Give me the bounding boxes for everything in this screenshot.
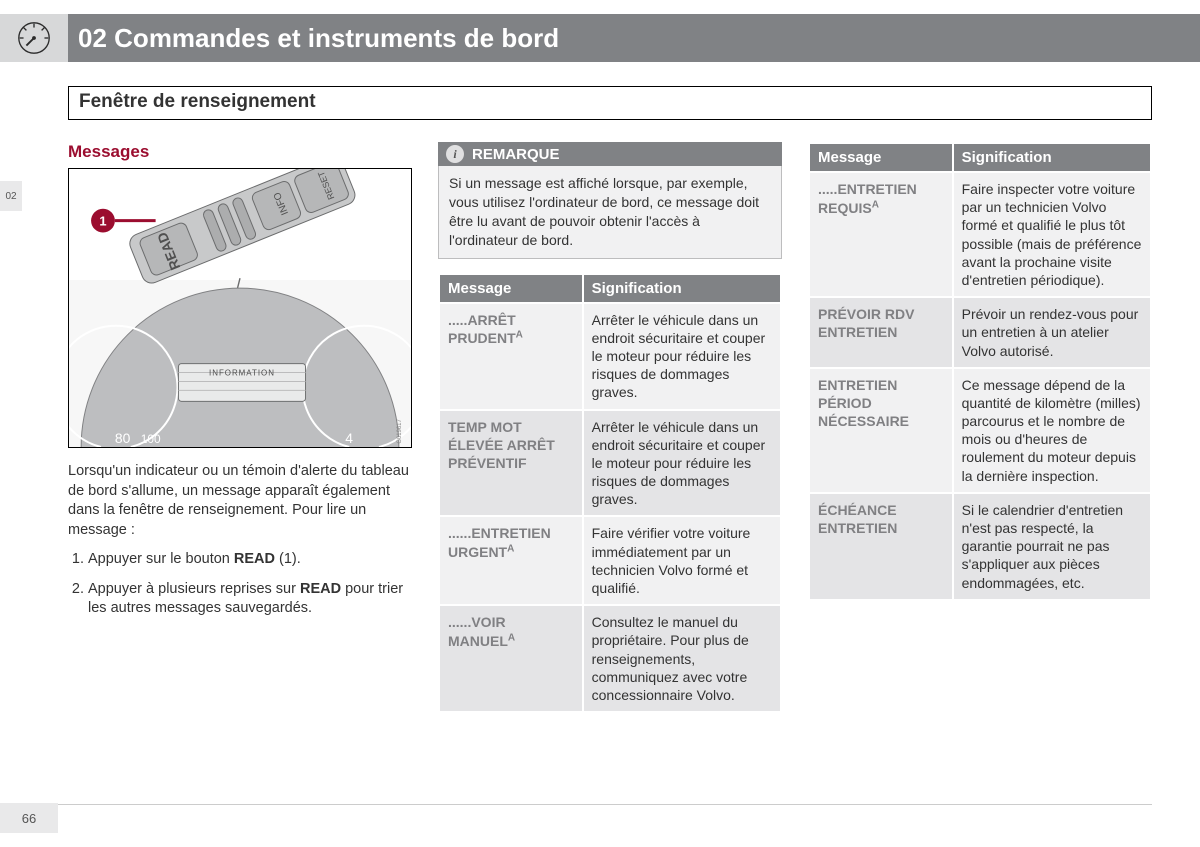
step-2: Appuyer à plusieurs reprises sur READ po… [88, 580, 412, 619]
svg-text:G019617: G019617 [397, 419, 403, 443]
content-grid: Messages READ INFO RESET 1 [68, 142, 1152, 777]
chapter-number: 02 [78, 23, 107, 53]
chapter-title-text: Commandes et instruments de bord [114, 23, 559, 53]
th-meaning: Signification [583, 274, 781, 303]
footer-rule [58, 804, 1152, 805]
msg-cell-label: PRÉVOIR RDV ENTRETIEN [809, 297, 953, 368]
column-3: Message Signification .....ENTRETIEN REQ… [808, 142, 1152, 777]
column-2: i REMARQUE Si un message est affiché lor… [438, 142, 782, 777]
step-1: Appuyer sur le bouton READ (1). [88, 550, 412, 570]
msg-cell-label: TEMP MOT ÉLEVÉE ARRÊT PRÉVENTIF [439, 410, 583, 517]
svg-text:INFORMATION: INFORMATION [209, 369, 275, 378]
messages-table-a: Message Signification .....ARRÊT PRUDENT… [438, 273, 782, 714]
msg-cell-meaning: Faire vérifier votre voiture immédiateme… [583, 516, 781, 605]
note-title: REMARQUE [472, 146, 560, 163]
messages-heading: Messages [68, 142, 412, 162]
th-message: Message [809, 143, 953, 172]
msg-cell-label: ÉCHÉANCE ENTRETIEN [809, 493, 953, 600]
page-number: 66 [0, 803, 58, 833]
msg-cell-meaning: Arrêter le véhicule dans un endroit sécu… [583, 410, 781, 517]
stalk-diagram: READ INFO RESET 1 8 [68, 168, 412, 448]
svg-text:80: 80 [115, 430, 131, 446]
msg-cell-meaning: Prévoir un rendez-vous pour un entretien… [953, 297, 1151, 368]
note-body: Si un message est affiché lorsque, par e… [438, 166, 782, 259]
svg-text:100: 100 [141, 432, 161, 446]
steps-list: Appuyer sur le bouton READ (1). Appuyer … [68, 550, 412, 629]
note-box: i REMARQUE Si un message est affiché lor… [438, 142, 782, 259]
chapter-header: 02 Commandes et instruments de bord [0, 14, 1200, 62]
msg-cell-label: .....ENTRETIEN REQUISA [809, 172, 953, 297]
th-message: Message [439, 274, 583, 303]
gauge-icon [0, 14, 68, 62]
msg-cell-meaning: Si le calendrier d'entretien n'est pas r… [953, 493, 1151, 600]
side-chapter-tab: 02 [0, 181, 22, 211]
svg-text:4: 4 [345, 430, 353, 446]
msg-cell-label: ENTRETIEN PÉRIOD NÉCESSAIRE [809, 368, 953, 493]
th-meaning: Signification [953, 143, 1151, 172]
msg-cell-meaning: Consultez le manuel du propriétaire. Pou… [583, 605, 781, 712]
msg-cell-label: ......VOIR MANUELA [439, 605, 583, 712]
msg-cell-meaning: Arrêter le véhicule dans un endroit sécu… [583, 303, 781, 410]
msg-cell-meaning: Faire inspecter votre voiture par un tec… [953, 172, 1151, 297]
note-header: i REMARQUE [438, 142, 782, 166]
intro-paragraph: Lorsqu'un indicateur ou un témoin d'aler… [68, 462, 412, 540]
msg-cell-label: .....ARRÊT PRUDENTA [439, 303, 583, 410]
info-icon: i [446, 145, 464, 163]
messages-table-b: Message Signification .....ENTRETIEN REQ… [808, 142, 1152, 601]
msg-cell-meaning: Ce message dépend de la quantité de kilo… [953, 368, 1151, 493]
msg-cell-label: ......ENTRETIEN URGENTA [439, 516, 583, 605]
chapter-title: 02 Commandes et instruments de bord [78, 23, 559, 54]
section-subheader: Fenêtre de renseignement [68, 86, 1152, 120]
section-subheader-text: Fenêtre de renseignement [79, 91, 1141, 113]
svg-text:1: 1 [99, 214, 106, 229]
column-1: Messages READ INFO RESET 1 [68, 142, 412, 777]
